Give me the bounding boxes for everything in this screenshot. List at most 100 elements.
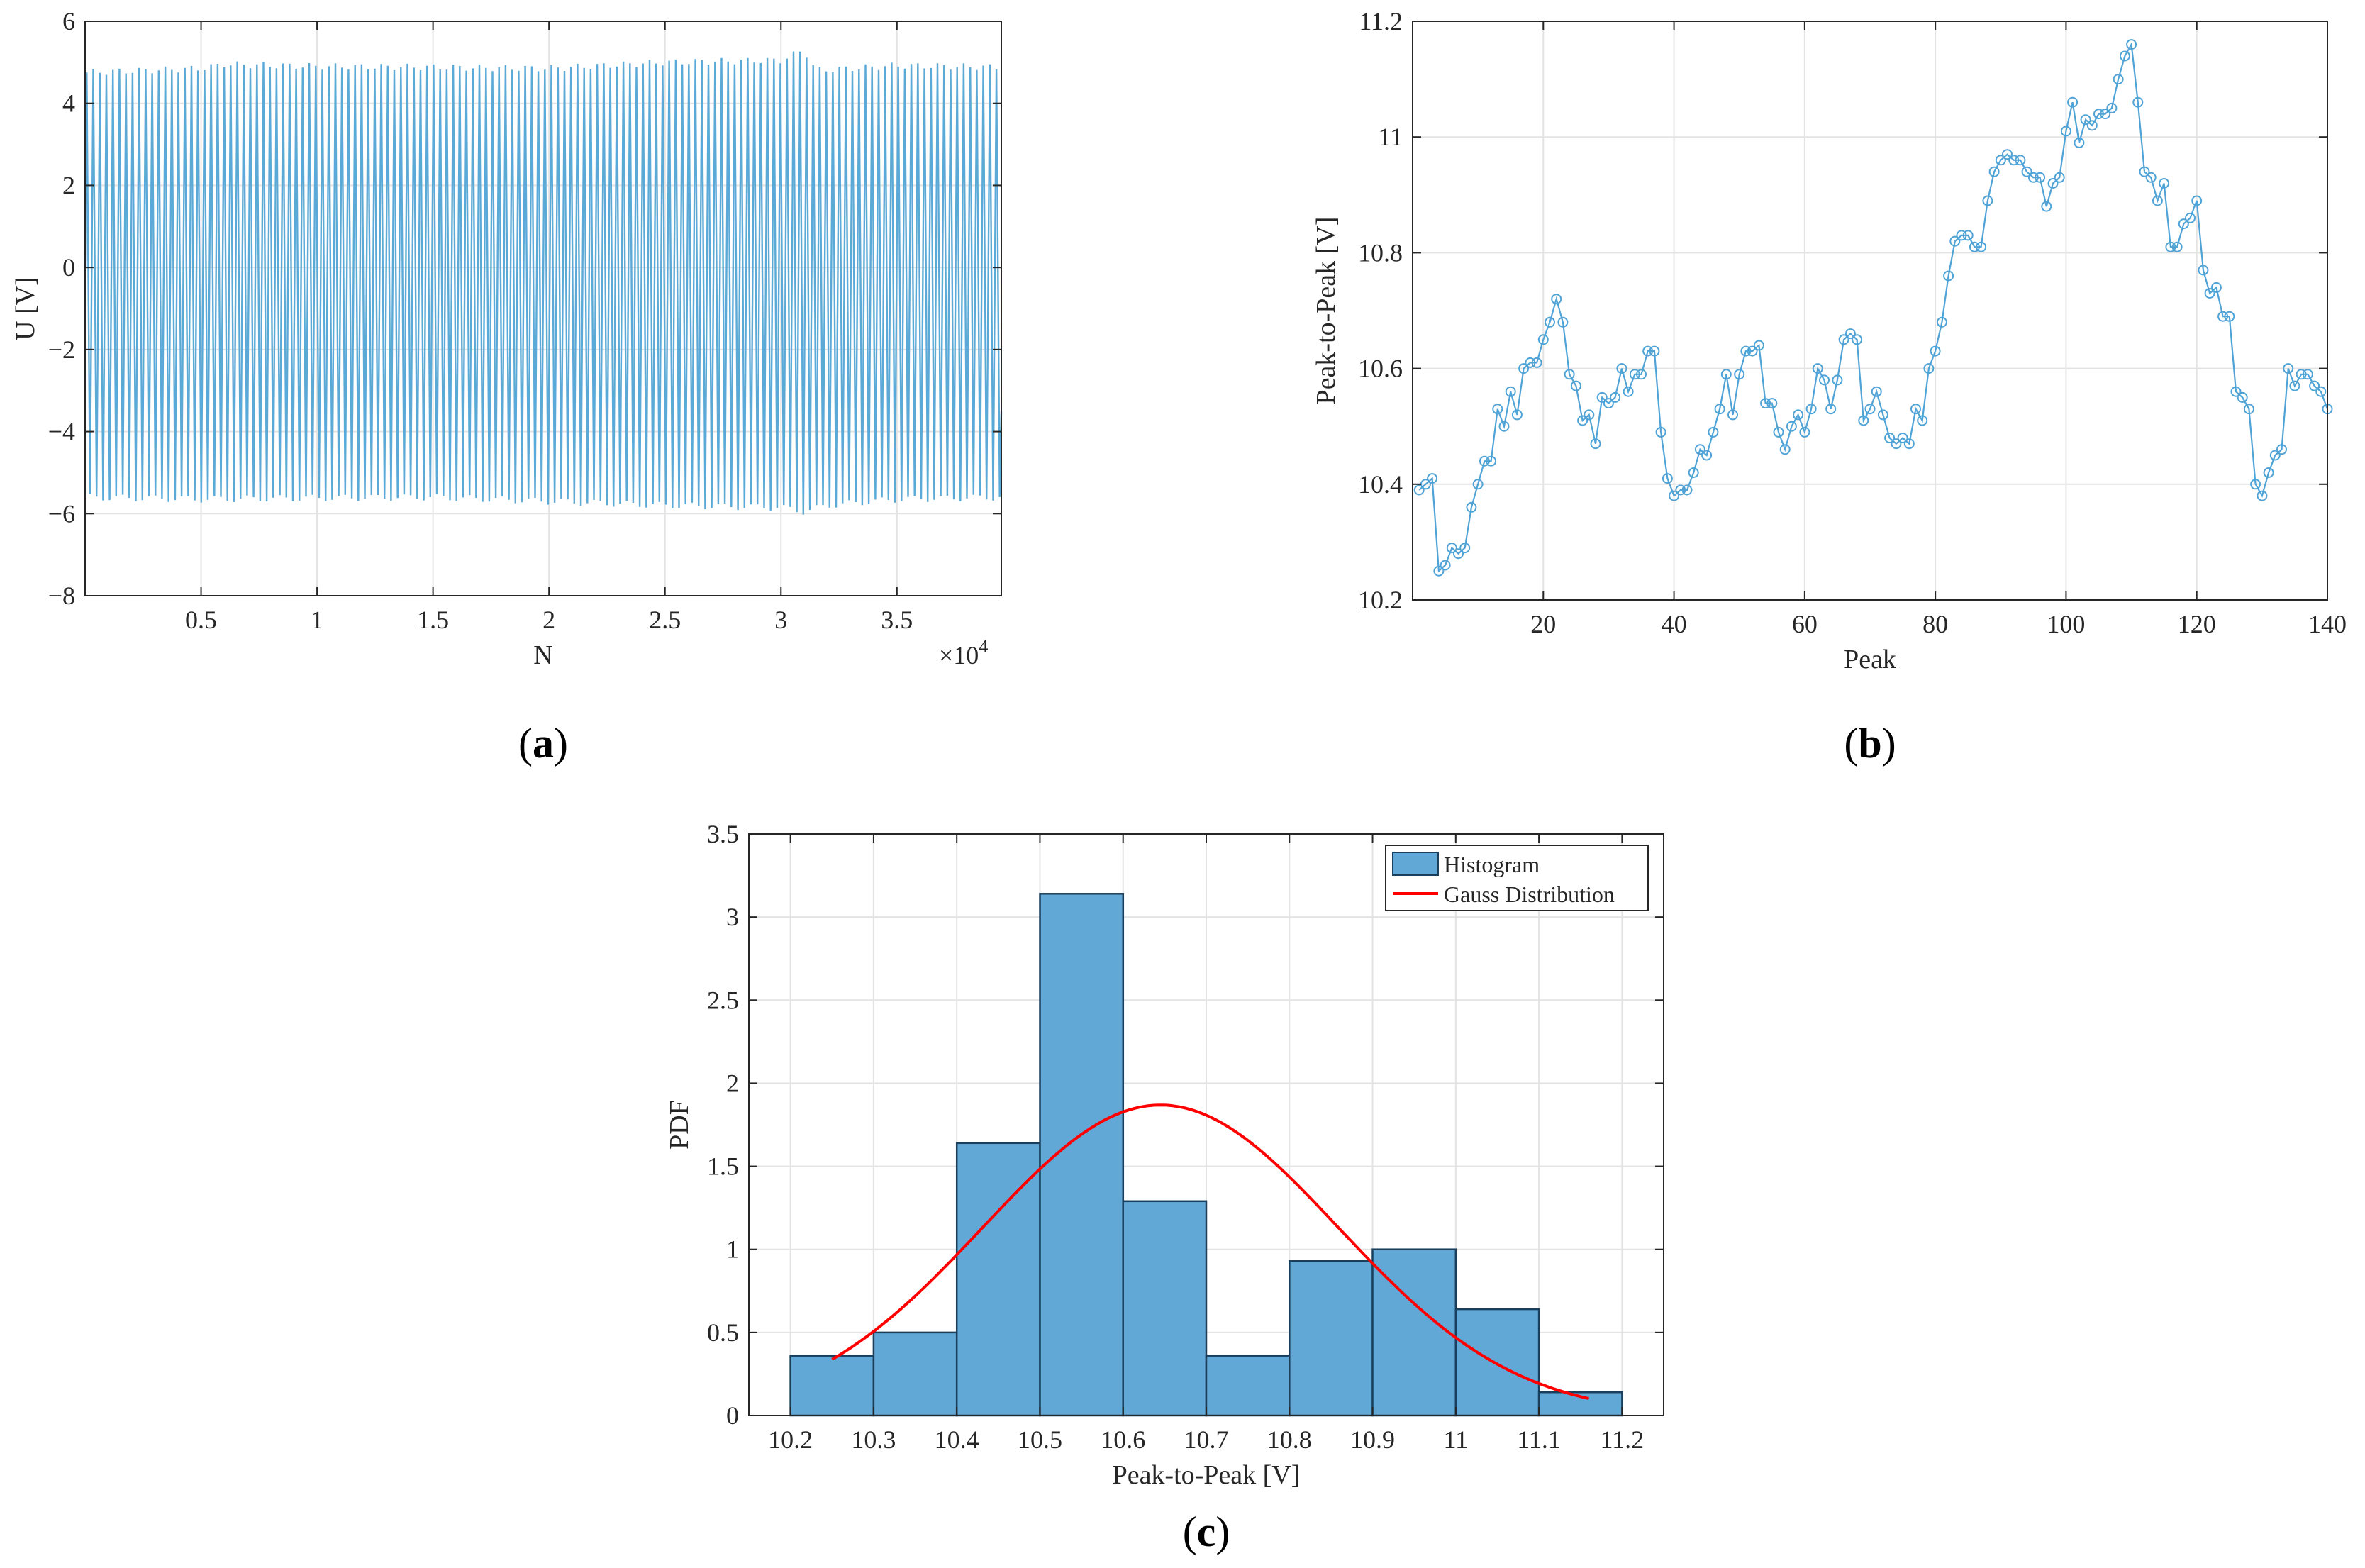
panel-b-point: [1753, 340, 1764, 351]
c-x-tick-label: 10.9: [1350, 1425, 1395, 1454]
panel-b-point: [1492, 404, 1503, 415]
panel-b-point: [2093, 109, 2104, 120]
c-x-tick-label: 10.4: [935, 1425, 979, 1454]
panel-c-legend-gauss-label: Gauss Distribution: [1444, 882, 1615, 907]
a-y-tick-label: 6: [62, 7, 75, 35]
a-x-tick-label: 0.5: [185, 606, 217, 634]
panel-b-point: [1871, 386, 1882, 397]
panel-b-point: [2243, 404, 2254, 415]
panel-c-histogram-bar: [789, 1355, 875, 1417]
panel-b-point: [2002, 149, 2013, 160]
panel-b-point: [2054, 172, 2065, 183]
panel-a-x-exponent-power: 4: [979, 636, 988, 657]
panel-c-label: (c): [1183, 1508, 1230, 1555]
panel-b-point: [1577, 415, 1588, 426]
panel-b-point: [2204, 288, 2215, 299]
panel-c-legend-histogram-label: Histogram: [1444, 852, 1540, 877]
panel-b-point: [1518, 363, 1530, 374]
panel-b-point: [1852, 334, 1863, 345]
c-y-tick-label: 0: [726, 1401, 739, 1430]
panel-a-y-axis-label: U [V]: [11, 277, 40, 340]
panel-b-point: [1616, 363, 1627, 374]
b-x-tick-label: 20: [1530, 610, 1556, 638]
c-x-tick-label: 10.7: [1184, 1425, 1229, 1454]
panel-b-point: [2289, 380, 2300, 391]
panel-b-point: [1805, 404, 1817, 415]
panel-b-point: [2021, 166, 2032, 177]
panel-b-point: [1596, 391, 1608, 403]
panel-b-point: [1662, 473, 1673, 484]
panel-b-point: [2074, 137, 2085, 148]
panel-b-point: [1864, 404, 1876, 415]
c-y-tick-label: 2.5: [707, 986, 739, 1014]
panel-b-point: [1649, 345, 1660, 357]
panel-c-histogram-bar: [1122, 1200, 1208, 1417]
panel-b-point: [1603, 398, 1614, 409]
panel-b-point: [1642, 345, 1654, 357]
a-x-tick-label: 3.5: [881, 606, 913, 634]
panel-c-legend-histogram-swatch: [1392, 852, 1439, 876]
panel-b-point: [2269, 450, 2281, 461]
panel-b-point: [1936, 316, 1947, 328]
a-y-tick-label: −8: [48, 582, 75, 610]
panel-b-point: [1564, 369, 1575, 380]
panel-a-x-exponent-base: ×10: [939, 641, 979, 669]
panel-b-point: [2086, 120, 2098, 131]
panel-c-histogram-bar: [872, 1331, 958, 1417]
panel-b-point: [2067, 96, 2079, 108]
panel-b-point: [2276, 444, 2287, 455]
panel-b-point: [1537, 334, 1549, 345]
panel-b-point: [1903, 438, 1915, 450]
panel-b-point: [2027, 172, 2039, 183]
panel-c-x-axis-label: Peak-to-Peak [V]: [1113, 1460, 1301, 1490]
panel-b-point: [2159, 178, 2170, 189]
panel-b-point: [1675, 484, 1686, 496]
panel-b-point: [1891, 438, 1902, 450]
panel-b-point: [1930, 345, 1941, 357]
panel-b-point: [2152, 195, 2163, 206]
panel-b-point: [2132, 96, 2144, 108]
a-x-tick-label: 3: [774, 606, 787, 634]
panel-c-histogram-bar: [1039, 893, 1125, 1417]
panel-b-point: [1590, 438, 1601, 450]
b-y-tick-label: 10.4: [1358, 470, 1403, 499]
panel-b-point: [1655, 426, 1666, 438]
c-y-tick-label: 3: [726, 903, 739, 931]
c-x-tick-label: 10.5: [1018, 1425, 1062, 1454]
panel-b-point: [1486, 455, 1497, 467]
a-y-tick-label: 4: [62, 89, 75, 118]
panel-b-point: [1838, 334, 1849, 345]
a-y-tick-label: −2: [48, 335, 75, 364]
panel-b-point: [2210, 282, 2222, 293]
panel-b-point: [1714, 404, 1725, 415]
panel-b-point: [2224, 311, 2235, 322]
panel-b-point: [1969, 241, 1980, 252]
panel-b-point: [2060, 126, 2071, 137]
panel-b-point: [1910, 404, 1921, 415]
panel-b-label: (b): [1844, 720, 1896, 767]
c-x-tick-label: 11.2: [1601, 1425, 1645, 1454]
panel-b-point: [1773, 426, 1784, 438]
panel-b-point: [1472, 479, 1484, 490]
c-x-tick-label: 11.1: [1517, 1425, 1561, 1454]
panel-b-point: [1923, 363, 1935, 374]
panel-b-point: [2250, 479, 2261, 490]
panel-b-point: [1962, 230, 1974, 241]
panel-b-point: [2041, 201, 2052, 212]
panel-b-point: [1459, 543, 1471, 554]
panel-b-point: [2302, 369, 2313, 380]
panel-a-tick-labels: −8 −6 −4 −2 0 2 4 6 0.5 1 1.5 2 2.5 3 3.5: [48, 7, 913, 634]
a-y-tick-label: 0: [62, 253, 75, 282]
panel-b-point: [1727, 409, 1738, 421]
panel-b-point: [1832, 374, 1843, 386]
panel-b-point: [1570, 380, 1581, 391]
panel-c-histogram-bar: [1454, 1308, 1540, 1417]
panel-c-tick-labels: 0 0.5 1 1.5 2 2.5 3 3.5 10.2 10.3 10.4 10.5 10.6 10.7…: [707, 820, 1644, 1454]
panel-b-point: [1825, 404, 1837, 415]
panel-b-axes: [1412, 21, 2328, 601]
c-x-tick-label: 10.3: [851, 1425, 896, 1454]
b-y-tick-label: 11: [1378, 123, 1403, 151]
panel-b-point: [1949, 235, 1961, 247]
c-x-tick-label: 10.2: [768, 1425, 813, 1454]
